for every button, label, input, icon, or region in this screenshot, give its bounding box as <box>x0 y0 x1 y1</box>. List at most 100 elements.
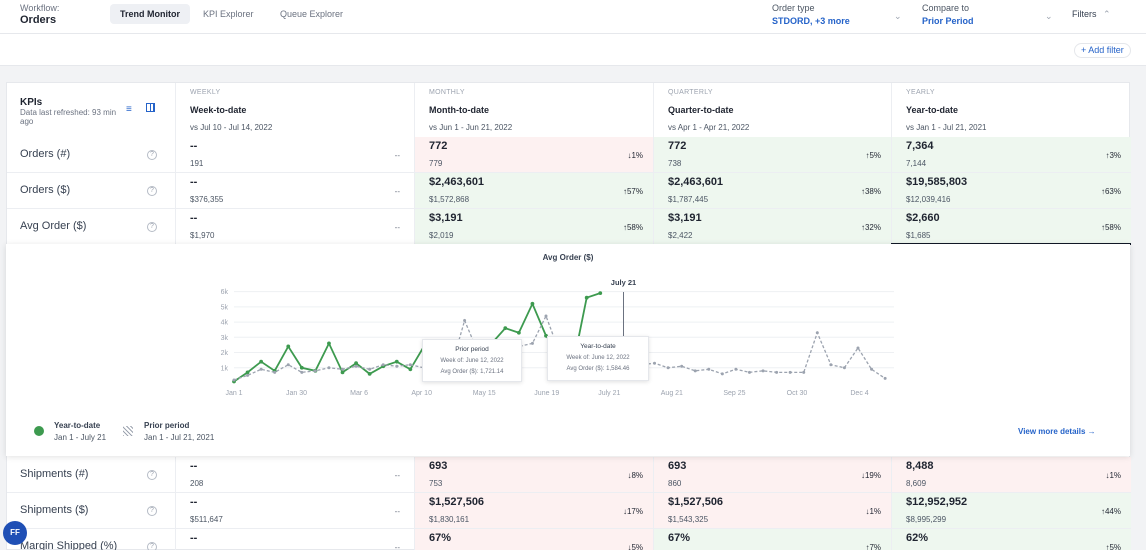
kpi-cell[interactable]: 772 779 ↓1% <box>414 137 653 173</box>
top-bar: Workflow: Orders Trend Monitor KPI Explo… <box>0 0 1146 34</box>
y-tick-label: 2k <box>221 350 229 357</box>
help-icon[interactable]: ? <box>147 542 157 550</box>
help-icon[interactable]: ? <box>147 186 157 196</box>
kpi-cell[interactable]: 693 753 ↓8% <box>414 457 653 493</box>
avatar[interactable]: FF <box>3 521 27 545</box>
kpi-cell[interactable]: -- $511,647 -- <box>175 493 414 529</box>
chevron-down-icon[interactable]: ⌄ <box>1045 11 1053 21</box>
filter-icon[interactable]: ≡ <box>126 104 132 115</box>
kpi-cell[interactable]: -- 191 -- <box>175 137 414 173</box>
kpi-value: 67% <box>429 532 452 544</box>
kpi-change: ↓1% <box>1105 471 1121 480</box>
kpi-cell[interactable]: $1,527,506 $1,543,325 ↓1% <box>653 493 891 529</box>
point-ytd <box>598 291 603 296</box>
row-label[interactable]: Margin Shipped (%) <box>20 540 118 550</box>
kpi-cell[interactable]: 67% ↑7% <box>653 529 891 550</box>
tab-kpi-explorer[interactable]: KPI Explorer <box>203 9 254 19</box>
help-icon[interactable]: ? <box>147 506 157 516</box>
point-prior <box>734 367 738 371</box>
workflow-name[interactable]: Orders <box>20 14 57 26</box>
kpi-cell[interactable]: -- $376,355 -- <box>175 173 414 209</box>
kpi-cell[interactable]: -- -- <box>175 529 414 550</box>
row-label[interactable]: Shipments (#) <box>20 468 89 480</box>
kpi-change: ↑32% <box>860 223 881 232</box>
kpi-cell[interactable]: -- 208 -- <box>175 457 414 493</box>
point-prior <box>829 363 833 367</box>
kpi-cell[interactable]: $3,191 $2,422 ↑32% <box>653 209 891 245</box>
tooltip-value: Avg Order ($): 1,721.14 <box>440 369 504 375</box>
point-prior <box>341 367 345 371</box>
y-tick-label: 5k <box>221 304 229 311</box>
period-to-date: Quarter-to-date <box>668 105 734 115</box>
tab-queue-explorer[interactable]: Queue Explorer <box>280 9 344 19</box>
view-more-details-link[interactable]: View more details → <box>1018 427 1096 436</box>
row-label[interactable]: Orders ($) <box>20 184 71 196</box>
period-to-date: Week-to-date <box>190 105 247 115</box>
kpi-cell[interactable]: $2,463,601 $1,787,445 ↑38% <box>653 173 891 209</box>
column-quarterly: QUARTERLY Quarter-to-date vs Apr 1 - Apr… <box>653 83 891 137</box>
row-label[interactable]: Shipments ($) <box>20 504 89 516</box>
chevron-down-icon[interactable]: ⌄ <box>894 11 902 21</box>
y-tick-label: 6k <box>221 289 229 296</box>
compare-to-select[interactable]: Compare to Prior Period <box>922 3 974 26</box>
point-prior <box>381 363 385 367</box>
help-icon[interactable]: ? <box>147 150 157 160</box>
kpi-cell[interactable]: 7,364 7,144 ↑3% <box>891 137 1131 173</box>
kpi-cell[interactable]: 8,488 8,609 ↓1% <box>891 457 1131 493</box>
x-tick-label: Mar 6 <box>350 390 368 397</box>
kpi-change: ↑38% <box>860 187 881 196</box>
kpi-cell[interactable]: $1,527,506 $1,830,161 ↓17% <box>414 493 653 529</box>
kpi-change: ↑57% <box>622 187 643 196</box>
data-refresh-note: Data last refreshed: 93 min ago <box>20 108 117 126</box>
kpi-value: 693 <box>429 460 448 472</box>
compare-to-label: Compare to <box>922 3 970 13</box>
order-type-select[interactable]: Order type STDORD, +3 more <box>772 3 850 26</box>
kpi-cell[interactable]: 67% ↓5% <box>414 529 653 550</box>
point-prior <box>395 364 399 368</box>
kpi-value: 67% <box>668 532 691 544</box>
kpi-value: -- <box>190 532 198 544</box>
kpi-cell[interactable]: 693 860 ↓19% <box>653 457 891 493</box>
kpi-cell[interactable]: $2,463,601 $1,572,868 ↑57% <box>414 173 653 209</box>
point-prior <box>720 372 724 376</box>
row-label[interactable]: Orders (#) <box>20 148 71 160</box>
x-tick-label: Jan 30 <box>286 390 307 397</box>
filters-toggle[interactable]: Filters ⌃ <box>1072 9 1111 20</box>
kpi-cell[interactable]: $3,191 $2,019 ↑58% <box>414 209 653 245</box>
point-ytd <box>245 370 250 375</box>
tab-trend-monitor[interactable]: Trend Monitor <box>110 4 190 24</box>
chevron-up-icon: ⌃ <box>1103 9 1111 19</box>
kpi-change: ↓1% <box>865 507 881 516</box>
kpi-prior-value: $8,995,299 <box>906 515 947 524</box>
columns-icon[interactable] <box>146 103 155 112</box>
point-ytd <box>584 295 589 300</box>
kpi-change: ↓5% <box>627 543 643 550</box>
kpi-prior-value: $1,572,868 <box>429 195 470 204</box>
row-label[interactable]: Avg Order ($) <box>20 220 87 232</box>
help-icon[interactable]: ? <box>147 470 157 480</box>
kpi-cell[interactable]: 62% ↑5% <box>891 529 1131 550</box>
kpi-change: ↑5% <box>865 151 881 160</box>
kpi-change: ↓8% <box>627 471 643 480</box>
y-tick-label: 1k <box>221 365 229 372</box>
point-prior <box>761 369 765 373</box>
x-tick-label: Sep 25 <box>723 390 745 397</box>
kpi-change: -- <box>394 471 400 480</box>
help-icon[interactable]: ? <box>147 222 157 232</box>
point-prior <box>680 364 684 368</box>
kpi-cell[interactable]: $19,585,803 $12,039,416 ↑63% <box>891 173 1131 209</box>
kpi-change: -- <box>394 187 400 196</box>
add-filter-button[interactable]: + Add filter <box>1074 43 1131 58</box>
kpi-cell[interactable]: $2,660 $1,685 ↑58% <box>891 209 1131 245</box>
x-tick-label: Aug 21 <box>661 390 683 397</box>
kpi-change: ↑44% <box>1100 507 1121 516</box>
point-prior <box>883 376 887 380</box>
tooltip-year-to-date: Year-to-date Week of: June 12, 2022 Avg … <box>547 336 649 381</box>
kpi-cell[interactable]: $12,952,952 $8,995,299 ↑44% <box>891 493 1131 529</box>
kpi-cell[interactable]: -- $1,970 -- <box>175 209 414 245</box>
tooltip-prior-period: Prior period Week of: June 12, 2022 Avg … <box>422 339 522 382</box>
kpi-cell[interactable]: 772 738 ↑5% <box>653 137 891 173</box>
column-yearly: YEARLY Year-to-date vs Jan 1 - Jul 21, 2… <box>891 83 1131 137</box>
kpi-prior-value: $1,787,445 <box>668 195 709 204</box>
point-prior <box>354 364 358 368</box>
